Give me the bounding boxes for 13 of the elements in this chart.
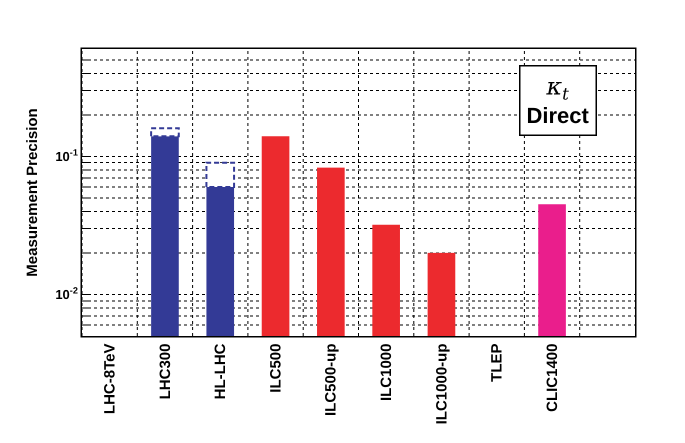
annotation: κ$_{t}$ Direct [526, 72, 590, 128]
x-tick-label: LHC-8TeV [102, 344, 119, 414]
x-tick-label: ILC500 [267, 344, 284, 393]
x-tick-label: ILC500-up [322, 344, 340, 416]
x-tick-label: ILC1000 [378, 344, 396, 402]
y-axis-title: Measurement Precision [24, 108, 41, 277]
x-tick-label: HL-LHC [212, 343, 230, 400]
x-tick-label: ILC1000-up [433, 344, 450, 424]
x-tick-label: CLIC1400 [544, 344, 561, 412]
x-tick-label: TLEP [488, 344, 506, 382]
y-tick-label: 10$^{-1}$ [55, 148, 78, 164]
x-tick-label: LHC300 [156, 344, 174, 400]
y-tick-label: 10$^{-2}$ [55, 286, 78, 302]
